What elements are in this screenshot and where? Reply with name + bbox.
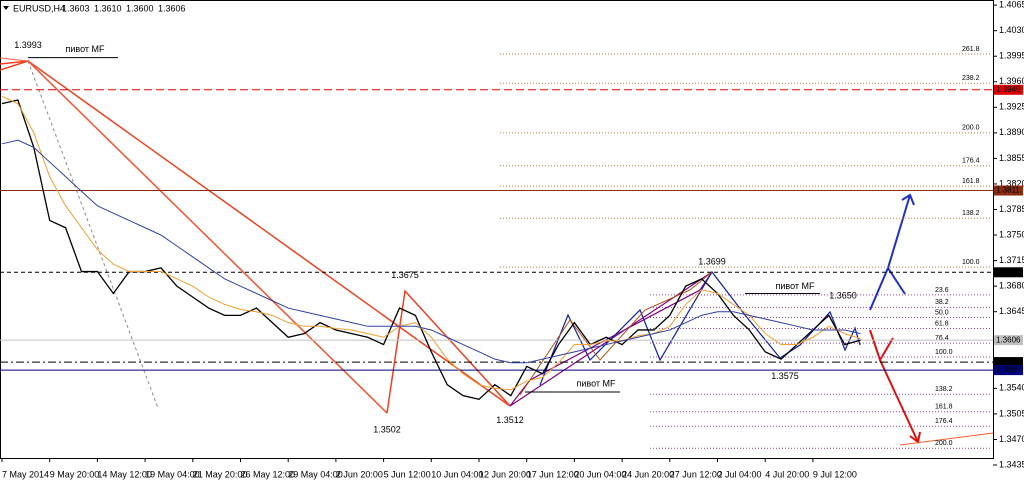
x-tick-label: 7 May 2014 xyxy=(2,469,49,479)
y-tick-label: 1.3820 xyxy=(999,178,1024,188)
arrow xyxy=(887,194,911,269)
price-label: 1.3606 xyxy=(996,335,1021,344)
y-tick-label: 1.3960 xyxy=(999,76,1024,86)
price-label: 1.3949 xyxy=(996,85,1021,94)
fib-label: 100.0 xyxy=(962,259,980,266)
price-label: 1.3699 xyxy=(996,267,1021,276)
x-tick-label: 9 Jul 12:00 xyxy=(813,469,857,479)
dropdown-icon[interactable] xyxy=(3,6,9,10)
ohlc-value: 1.3600 xyxy=(126,3,154,13)
x-tick-label: 9 May 20:00 xyxy=(50,469,100,479)
fib-label: 76.4 xyxy=(935,335,949,342)
ohlc-value: 1.3610 xyxy=(94,3,122,13)
fib-label: 161.8 xyxy=(935,404,953,411)
fib-label: 23.6 xyxy=(935,287,949,294)
zigzag xyxy=(539,270,861,386)
y-tick-label: 1.3890 xyxy=(999,127,1024,137)
price-label-box xyxy=(994,84,1023,95)
y-tick-label: 1.3505 xyxy=(999,408,1024,418)
price-label: 1.3565 xyxy=(996,365,1021,374)
x-tick-label: 4 Jul 20:00 xyxy=(765,469,809,479)
price-label-box xyxy=(994,335,1023,346)
fib-label: 138.2 xyxy=(935,386,953,393)
annotation: 1.3675 xyxy=(391,270,419,280)
annotation: 1.3512 xyxy=(496,415,524,425)
fib-label: 138.2 xyxy=(962,210,980,217)
y-tick-label: 1.3750 xyxy=(999,229,1024,239)
y-tick-label: 1.3645 xyxy=(999,306,1024,316)
fib-label: 38.2 xyxy=(935,299,949,306)
price-label: 1.3576 xyxy=(996,357,1021,366)
x-tick-label: 27 Jun 12:00 xyxy=(670,469,722,479)
price-label-box xyxy=(994,185,1023,196)
triangle xyxy=(386,289,511,414)
series-line xyxy=(1,139,861,364)
arrow-head xyxy=(901,193,915,206)
arrow-head xyxy=(909,431,921,444)
trend-line xyxy=(0,57,388,414)
header: EURUSD,H4 xyxy=(3,3,65,13)
series-line xyxy=(1,95,861,391)
fib-label: 176.4 xyxy=(962,158,980,165)
channel xyxy=(509,271,713,407)
y-tick-label: 1.3540 xyxy=(999,383,1024,393)
ohlc-value: 1.3603 xyxy=(62,3,90,13)
symbol: EURUSD,H4 xyxy=(13,3,65,13)
fib-label: 161.8 xyxy=(962,178,980,185)
y-tick-label: 1.3680 xyxy=(999,281,1024,291)
annotation: пивот MF xyxy=(65,44,105,54)
fib-label: 200.0 xyxy=(935,440,953,447)
x-tick-label: 17 Jun 12:00 xyxy=(527,469,579,479)
annotation: пивот MF xyxy=(775,281,815,291)
y-tick-label: 1.3715 xyxy=(999,255,1024,265)
fib-label: 238.2 xyxy=(962,75,980,82)
annotation: 1.3502 xyxy=(373,424,401,434)
annotation: 1.3993 xyxy=(14,40,42,50)
plot-frame xyxy=(0,0,994,459)
arrow xyxy=(879,359,919,443)
drawings xyxy=(0,57,994,446)
x-tick-label: 14 May 12:00 xyxy=(97,469,152,479)
annotation: пивот MF xyxy=(576,378,616,388)
x-tick-label: 19 May 04:00 xyxy=(145,469,200,479)
x-tick-label: 21 May 20:00 xyxy=(193,469,248,479)
trend-line xyxy=(899,432,994,446)
fib-label: 61.8 xyxy=(935,320,949,327)
trend-line xyxy=(27,60,159,409)
price-label-box xyxy=(994,357,1023,368)
y-tick-label: 1.3785 xyxy=(999,204,1024,214)
x-tick-label: 29 May 04:00 xyxy=(288,469,343,479)
y-tick-label: 1.3855 xyxy=(999,153,1024,163)
y-tick-label: 1.3995 xyxy=(999,51,1024,61)
fib-label: 100.0 xyxy=(935,349,953,356)
annotation: 1.3699 xyxy=(698,257,726,267)
fib-label: 50.0 xyxy=(935,309,949,316)
x-tick-label: 10 Jun 04:00 xyxy=(431,469,483,479)
price-label-box xyxy=(994,365,1023,376)
y-tick-label: 1.3925 xyxy=(999,102,1024,112)
y-tick-label: 1.3470 xyxy=(999,434,1024,444)
y-tick-label: 1.4065 xyxy=(999,0,1024,9)
price-label: 1.3811 xyxy=(996,186,1020,195)
x-tick-label: 26 May 12:00 xyxy=(241,469,296,479)
fib-label: 261.8 xyxy=(962,46,980,53)
zigzag xyxy=(519,271,713,396)
fib-label: 200.0 xyxy=(962,125,980,132)
annotation: 1.3575 xyxy=(771,371,799,381)
ohlc-value: 1.3606 xyxy=(158,3,186,13)
x-tick-label: 5 Jun 12:00 xyxy=(384,469,431,479)
x-tick-label: 2 Jun 20:00 xyxy=(336,469,383,479)
x-tick-label: 24 Jun 20:00 xyxy=(622,469,674,479)
x-tick-label: 12 Jun 20:00 xyxy=(479,469,531,479)
fib-label: 176.4 xyxy=(935,418,953,425)
y-tick-label: 1.4030 xyxy=(999,25,1024,35)
annotation: 1.3650 xyxy=(829,290,857,300)
x-tick-label: 20 Jun 04:00 xyxy=(574,469,626,479)
price-label-box xyxy=(994,267,1023,278)
x-tick-label: 2 Jul 04:00 xyxy=(718,469,762,479)
y-tick-label: 1.3435 xyxy=(999,459,1024,469)
